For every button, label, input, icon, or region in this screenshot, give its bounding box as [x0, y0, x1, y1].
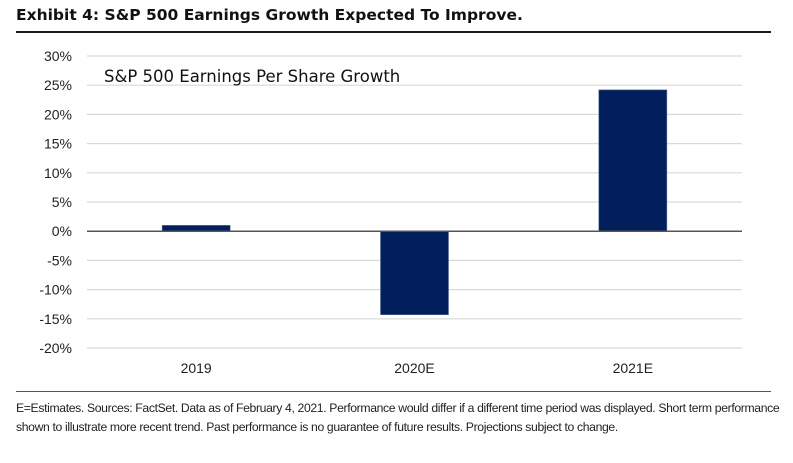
x-category-label: 2021E	[613, 360, 653, 376]
x-category-label: 2020E	[394, 360, 434, 376]
y-tick-label: -15%	[39, 311, 72, 327]
footnote: E=Estimates. Sources: FactSet. Data as o…	[16, 401, 780, 434]
y-tick-label: -10%	[39, 282, 72, 298]
title-divider	[16, 31, 771, 33]
bars	[161, 89, 668, 316]
y-tick-label: 10%	[44, 165, 72, 181]
bar-chart: 30%25%20%15%10%5%0%-5%-10%-15%-20% 2019 2…	[39, 48, 742, 376]
y-tick-label: 25%	[44, 77, 72, 93]
x-axis-categories: 2019 2020E 2021E	[181, 360, 653, 376]
bar-2021e	[598, 89, 668, 232]
footnote-divider	[16, 391, 771, 392]
y-axis-ticks: 30% 25% 20% 15% 10% 5% 0% -5% -10% -15% -20%	[39, 48, 72, 356]
y-tick-label: 5%	[52, 194, 72, 210]
y-tick-label: 15%	[44, 136, 72, 152]
x-category-label: 2019	[181, 360, 212, 376]
y-tick-label: -5%	[47, 252, 72, 268]
bar-2019	[161, 225, 231, 232]
bar-2020e	[380, 230, 449, 316]
y-tick-label: 30%	[44, 48, 72, 64]
y-tick-label: 0%	[52, 223, 72, 239]
exhibit-title: Exhibit 4: S&P 500 Earnings Growth Expec…	[16, 6, 523, 24]
chart-title: S&P 500 Earnings Per Share Growth	[104, 67, 400, 86]
y-tick-label: -20%	[39, 340, 72, 356]
y-tick-label: 20%	[44, 106, 72, 122]
